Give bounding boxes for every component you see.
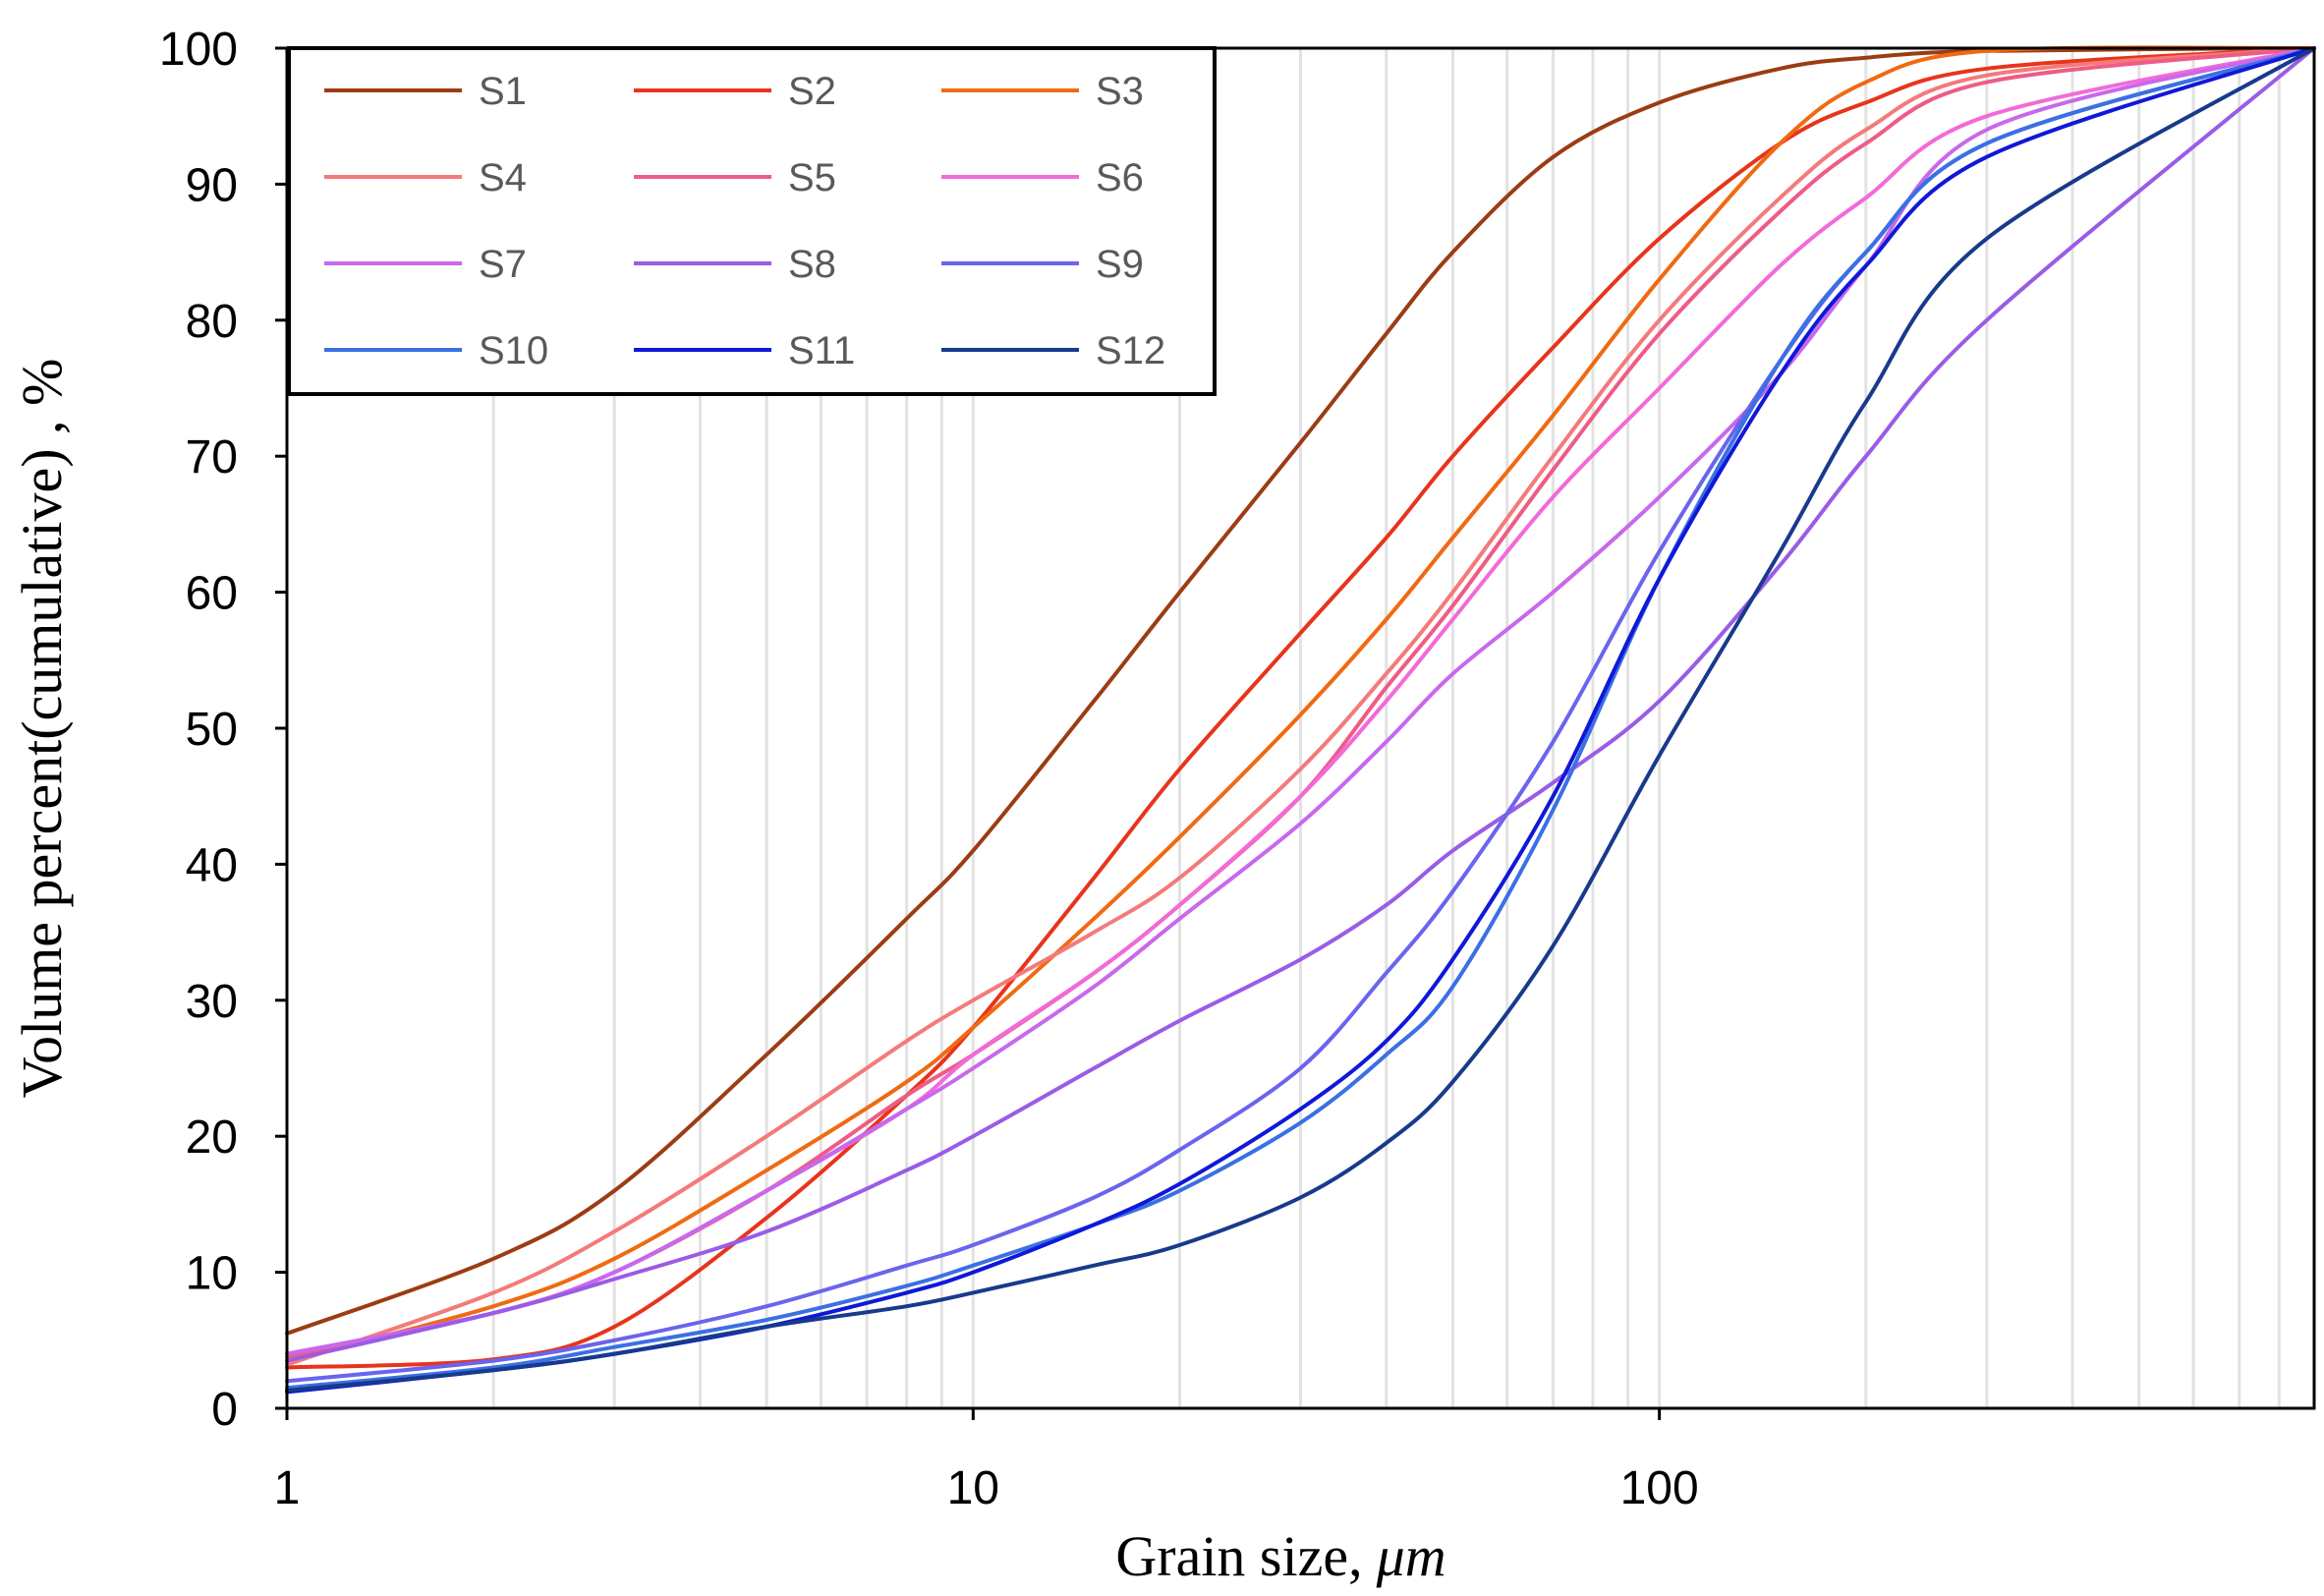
legend-label-s10: S10 (479, 329, 548, 372)
x-axis-ticks: 1 10 100 (274, 1408, 1699, 1514)
y-tick-label-80: 80 (186, 296, 238, 348)
series-line-s1 (285, 46, 2316, 1336)
y-tick-label-30: 30 (186, 976, 238, 1028)
legend-entry-s10: S10 (324, 329, 548, 372)
series-line-s10 (285, 46, 2316, 1391)
legend-label-s6: S6 (1096, 156, 1144, 200)
legend-label-s11: S11 (788, 329, 855, 372)
legend-label-s5: S5 (788, 156, 836, 200)
y-tick-label-0: 0 (211, 1384, 238, 1436)
legend-entry-s9: S9 (941, 243, 1144, 286)
legend-entry-s1: S1 (324, 70, 527, 113)
legend-label-s3: S3 (1096, 70, 1144, 113)
legend-label-s8: S8 (788, 243, 836, 286)
legend-label-s2: S2 (788, 70, 836, 113)
legend-entry-s4: S4 (324, 156, 527, 200)
y-tick-label-90: 90 (186, 159, 238, 211)
legend-box (287, 46, 1217, 396)
legend-entry-s7: S7 (324, 243, 527, 286)
legend-label-s12: S12 (1096, 329, 1165, 372)
legend-entry-s11: S11 (634, 329, 855, 372)
y-tick-label-10: 10 (186, 1248, 238, 1300)
y-tick-label-70: 70 (186, 431, 238, 484)
legend-entry-s5: S5 (634, 156, 836, 200)
legend-label-s4: S4 (479, 156, 527, 200)
legend-entry-s2: S2 (634, 70, 836, 113)
x-tick-label-1: 1 (274, 1462, 301, 1514)
legend: S1 S2 S3 S4 S5 S6 S7 S8 S9 S10 S11 S12 (287, 46, 1217, 396)
y-tick-label-100: 100 (159, 24, 238, 76)
series-line-s8 (285, 46, 2316, 1363)
legend-label-s1: S1 (479, 70, 527, 113)
legend-label-s9: S9 (1096, 243, 1144, 286)
y-axis-title: Volume percent(cumulative) , % (10, 359, 74, 1099)
series-line-s3 (285, 45, 2316, 1363)
legend-label-s7: S7 (479, 243, 527, 286)
y-axis-ticks: 0 10 20 30 40 50 60 70 80 90 100 (159, 24, 287, 1436)
series-lines (285, 45, 2316, 1395)
series-line-s12 (285, 46, 2316, 1393)
y-tick-label-40: 40 (186, 839, 238, 891)
y-tick-label-20: 20 (186, 1112, 238, 1164)
legend-entry-s3: S3 (941, 70, 1144, 113)
y-tick-label-50: 50 (186, 704, 238, 756)
x-axis-title: Grain size, μm (1115, 1524, 1445, 1588)
legend-entry-s8: S8 (634, 243, 836, 286)
y-tick-label-60: 60 (186, 568, 238, 620)
legend-entry-s6: S6 (941, 156, 1144, 200)
x-tick-label-100: 100 (1620, 1462, 1699, 1514)
x-axis-unit: μm (1376, 1524, 1446, 1588)
x-tick-label-10: 10 (947, 1462, 999, 1514)
legend-entry-s12: S12 (941, 329, 1165, 372)
series-line-s4 (285, 46, 2316, 1367)
x-axis-title-text: Grain size, (1115, 1524, 1362, 1588)
series-line-s2 (285, 46, 2316, 1370)
